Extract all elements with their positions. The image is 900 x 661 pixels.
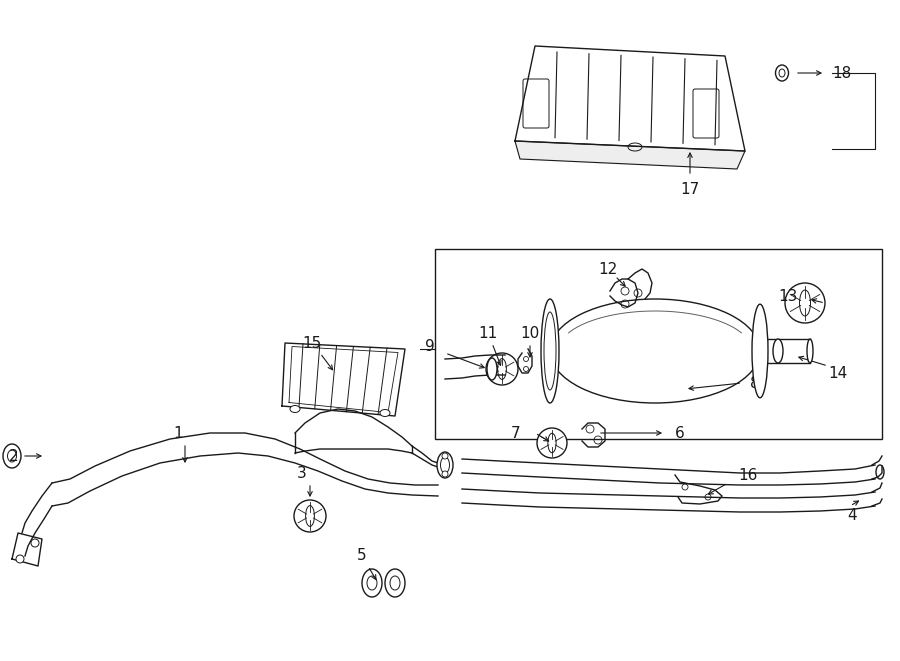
- Circle shape: [442, 453, 448, 459]
- Text: 11: 11: [479, 325, 498, 340]
- Ellipse shape: [385, 569, 405, 597]
- Polygon shape: [12, 533, 42, 566]
- Text: 1: 1: [173, 426, 183, 440]
- Text: 16: 16: [738, 469, 758, 483]
- Circle shape: [16, 555, 24, 563]
- Circle shape: [294, 500, 326, 532]
- Text: 7: 7: [510, 426, 520, 440]
- Text: 9: 9: [425, 338, 435, 354]
- Polygon shape: [515, 46, 745, 151]
- Text: 6: 6: [675, 426, 685, 440]
- Ellipse shape: [776, 65, 788, 81]
- Ellipse shape: [487, 358, 497, 380]
- Ellipse shape: [550, 299, 760, 403]
- Circle shape: [442, 471, 448, 477]
- Text: 2: 2: [8, 449, 18, 463]
- Ellipse shape: [437, 452, 453, 478]
- Text: 10: 10: [520, 325, 540, 340]
- Text: 8: 8: [750, 375, 760, 391]
- Ellipse shape: [876, 465, 884, 479]
- Text: 12: 12: [598, 262, 617, 276]
- Text: 3: 3: [297, 465, 307, 481]
- Ellipse shape: [541, 299, 559, 403]
- Circle shape: [486, 353, 518, 385]
- Text: 18: 18: [832, 65, 851, 81]
- Text: 15: 15: [302, 336, 321, 350]
- Polygon shape: [282, 343, 405, 416]
- Ellipse shape: [380, 410, 390, 416]
- Text: 14: 14: [828, 366, 848, 381]
- Ellipse shape: [773, 339, 783, 363]
- Circle shape: [785, 283, 825, 323]
- Ellipse shape: [807, 339, 813, 363]
- Text: 17: 17: [680, 182, 699, 196]
- Circle shape: [31, 539, 39, 547]
- Ellipse shape: [3, 444, 21, 468]
- Ellipse shape: [362, 569, 382, 597]
- Ellipse shape: [752, 304, 768, 398]
- Polygon shape: [515, 141, 745, 169]
- Ellipse shape: [290, 405, 300, 412]
- Text: 5: 5: [357, 549, 367, 563]
- Bar: [435, 249, 882, 439]
- Circle shape: [537, 428, 567, 458]
- Text: 13: 13: [778, 288, 798, 303]
- Text: 4: 4: [847, 508, 857, 524]
